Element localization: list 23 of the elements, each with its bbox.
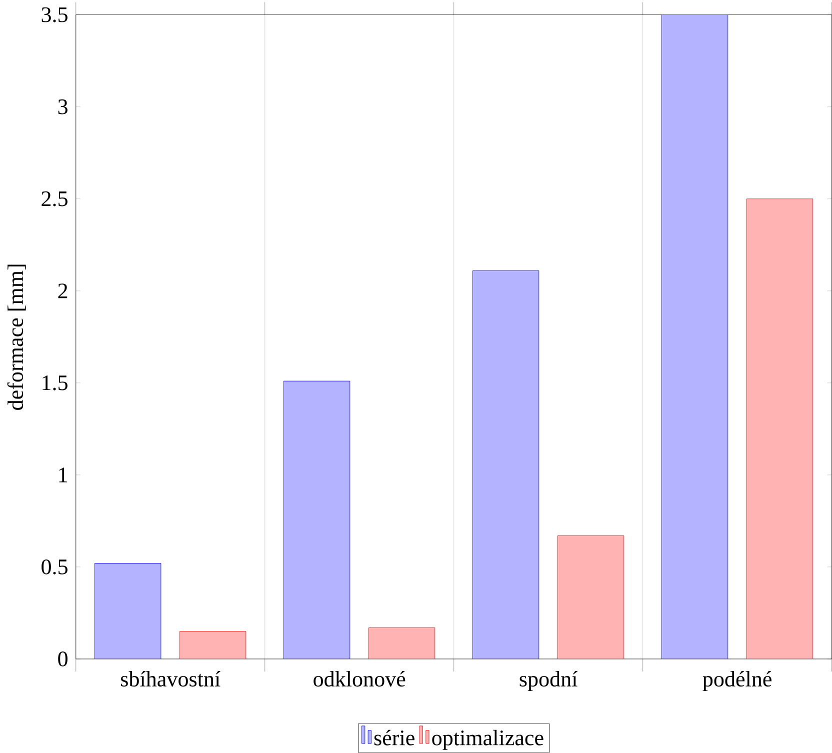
x-tick-label: spodní [520, 671, 578, 692]
y-tick-label: 2 [58, 284, 68, 298]
y-tick-label: 0 [58, 652, 68, 666]
legend-label: série [374, 730, 414, 746]
y-tick-label: 3 [58, 99, 68, 114]
bar [180, 631, 246, 660]
bar [558, 536, 624, 660]
y-tick-label: 0.5 [42, 560, 68, 574]
y-tick-label: 1 [59, 468, 67, 482]
bar [94, 563, 162, 660]
bar [284, 380, 350, 660]
bar [368, 628, 436, 660]
x-tick-label: podélné [702, 671, 772, 692]
x-tick-label: sbíhavostní [121, 671, 220, 687]
y-axis-title: deformace [mm] [7, 264, 26, 410]
bar [662, 14, 728, 660]
y-tick-label: 2.5 [42, 191, 68, 206]
bar [472, 270, 540, 660]
bar [746, 198, 814, 660]
legend-label: optimalizace [432, 730, 544, 750]
x-tick-label: odklonové [314, 671, 406, 687]
y-tick-label: 3.5 [42, 7, 68, 22]
y-tick-label: 1.5 [42, 376, 68, 390]
